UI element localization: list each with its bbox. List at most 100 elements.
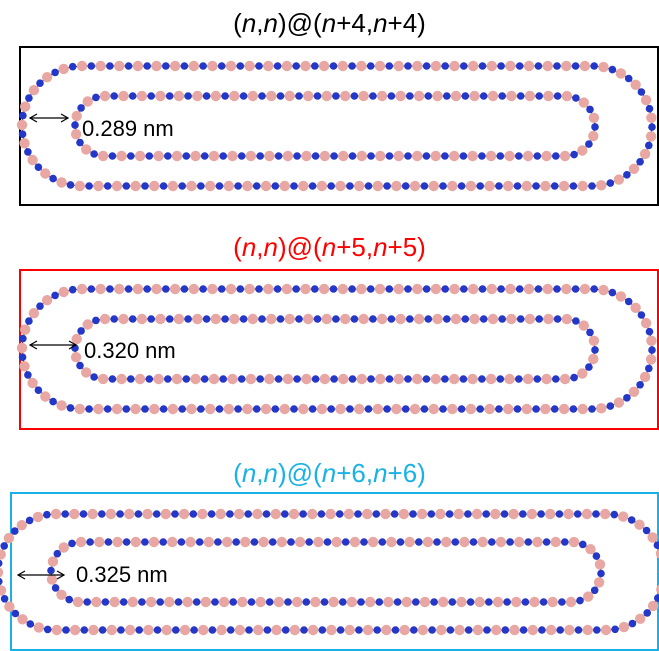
nitrogen-atom <box>339 598 347 606</box>
boron-atom <box>186 180 197 192</box>
nitrogen-atom <box>147 92 155 100</box>
boron-atom <box>547 596 558 608</box>
boron-atom <box>523 60 535 72</box>
nitrogen-atom <box>513 405 522 413</box>
boron-atom <box>474 596 485 608</box>
boron-atom <box>630 302 641 313</box>
boron-atom <box>472 624 484 636</box>
boron-atom <box>32 511 44 523</box>
nitrogen-atom <box>496 375 505 383</box>
nitrogen-atom <box>165 315 174 323</box>
boron-atom <box>593 577 605 588</box>
nitrogen-atom <box>360 538 368 546</box>
boron-atom <box>600 624 612 636</box>
boron-atom <box>395 90 406 102</box>
nitrogen-atom <box>372 510 381 518</box>
boron-atom <box>210 90 221 102</box>
nitrogen-atom <box>103 405 112 413</box>
boron-atom <box>263 60 274 72</box>
boron-atom <box>111 403 123 415</box>
boron-atom <box>447 403 458 415</box>
boron-atom <box>338 150 349 162</box>
nitrogen-atom <box>348 62 356 70</box>
panel-2-spacing-label: 0.320 nm <box>84 338 176 363</box>
boron-atom <box>372 403 383 415</box>
boron-atom <box>486 60 497 72</box>
nitrogen-atom <box>302 598 311 606</box>
nitrogen-atom <box>591 346 599 354</box>
nitrogen-atom <box>448 598 457 606</box>
nitrogen-atom <box>83 598 91 606</box>
boron-atom <box>233 508 245 520</box>
nitrogen-atom <box>236 62 245 70</box>
nitrogen-atom <box>483 626 491 634</box>
boron-atom <box>169 283 181 295</box>
boron-atom <box>167 536 178 548</box>
nitrogen-atom <box>178 182 186 190</box>
nitrogen-atom <box>396 538 405 546</box>
boron-atom <box>561 313 573 325</box>
nitrogen-atom <box>0 542 9 550</box>
boron-atom <box>583 591 594 602</box>
boron-atom <box>210 313 221 325</box>
nitrogen-atom <box>406 315 414 323</box>
nitrogen-atom <box>636 158 644 166</box>
boron-atom <box>469 313 480 325</box>
nitrogen-atom <box>424 315 433 323</box>
nitrogen-atom <box>178 405 186 413</box>
boron-atom <box>264 373 275 385</box>
nitrogen-atom <box>498 315 507 323</box>
boron-atom <box>289 624 300 636</box>
boron-atom <box>356 283 367 295</box>
boron-atom <box>56 589 67 600</box>
boron-atom <box>223 180 234 192</box>
boron-atom <box>449 60 460 72</box>
boron-atom <box>81 367 92 378</box>
nitrogen-atom <box>586 328 594 337</box>
nitrogen-atom <box>445 510 454 518</box>
nitrogen-atom <box>606 179 615 187</box>
nitrogen-atom <box>350 315 359 323</box>
nitrogen-atom <box>192 598 201 606</box>
nitrogen-atom <box>281 626 290 634</box>
boron-atom <box>358 313 369 325</box>
boron-atom <box>449 150 460 162</box>
boron-atom <box>383 596 394 608</box>
boron-atom <box>242 403 253 415</box>
boron-atom <box>487 90 499 102</box>
boron-atom <box>99 90 111 102</box>
panel-3-spacing-arrow <box>16 570 66 580</box>
nitrogen-atom <box>558 598 566 606</box>
nitrogen-atom <box>387 315 396 323</box>
boron-atom <box>149 180 160 192</box>
boron-atom <box>258 536 269 548</box>
boron-atom <box>28 308 40 319</box>
nitrogen-atom <box>308 405 317 413</box>
boron-atom <box>469 90 480 102</box>
boron-atom <box>106 624 118 636</box>
nitrogen-atom <box>574 626 583 634</box>
boron-atom <box>647 600 659 612</box>
boron-atom <box>3 532 15 544</box>
boron-atom <box>69 624 81 636</box>
boron-atom <box>151 283 162 295</box>
boron-atom <box>428 403 439 415</box>
nitrogen-atom <box>311 152 320 160</box>
boron-atom <box>118 313 129 325</box>
nitrogen-atom <box>127 375 135 383</box>
nitrogen-atom <box>464 626 473 634</box>
nitrogen-atom <box>606 402 615 410</box>
nitrogen-atom <box>128 92 137 100</box>
nitrogen-atom <box>290 182 298 190</box>
nitrogen-atom <box>592 552 601 560</box>
nitrogen-atom <box>464 510 472 518</box>
boron-atom <box>281 283 293 295</box>
boron-atom <box>335 403 346 415</box>
nitrogen-atom <box>488 538 496 546</box>
nitrogen-atom <box>87 285 96 293</box>
nitrogen-atom <box>308 182 317 190</box>
boron-atom <box>56 177 67 188</box>
nitrogen-atom <box>207 510 216 518</box>
nitrogen-atom <box>232 538 240 546</box>
boron-atom <box>640 317 652 329</box>
